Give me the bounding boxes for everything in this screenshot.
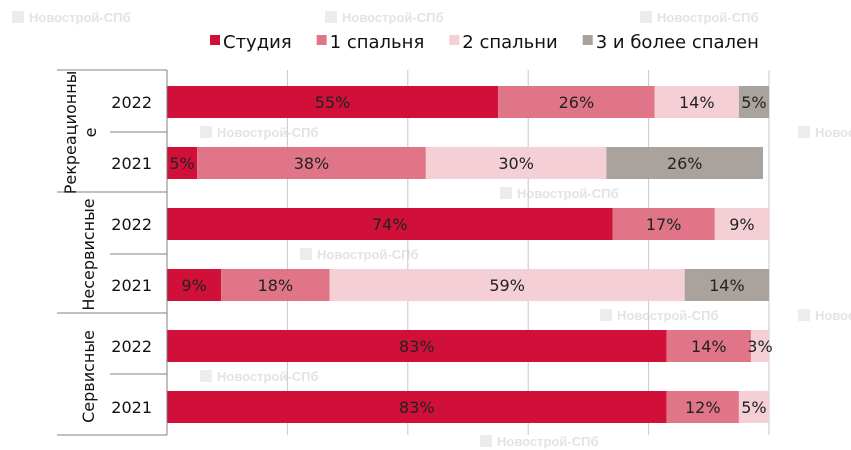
watermark-logo: Новострой-СПб xyxy=(480,434,598,449)
bar-segment xyxy=(498,86,655,118)
watermark-logo: Новострой-СПб xyxy=(12,10,130,25)
bar-segment xyxy=(654,86,739,118)
watermark-text: Новострой-СПб xyxy=(342,10,443,25)
year-label: 2021 xyxy=(111,398,152,417)
watermark-logo: Новострой-СПб xyxy=(600,308,718,323)
data-label: 14% xyxy=(709,276,745,295)
building-icon xyxy=(798,309,810,321)
watermark-logo: Новострой-СПб xyxy=(300,247,418,262)
watermark-text: Новострой-СПб xyxy=(497,434,598,449)
bar-segment xyxy=(666,391,739,423)
watermark-text: Новострой-СПб xyxy=(517,186,618,201)
bar-segment xyxy=(167,208,613,240)
bar-segment xyxy=(221,269,330,301)
watermark-text: Новострой-СПб xyxy=(217,125,318,140)
watermark-text: Новострой-СПб xyxy=(617,308,718,323)
building-icon xyxy=(600,309,612,321)
year-label: 2021 xyxy=(111,154,152,173)
watermark-text: Новострой-СПб xyxy=(29,10,130,25)
bar-segment xyxy=(197,147,426,179)
building-icon xyxy=(300,248,312,260)
group-label: е xyxy=(81,128,100,138)
data-label: 17% xyxy=(646,215,682,234)
year-label: 2021 xyxy=(111,276,152,295)
bar-segment xyxy=(329,269,685,301)
bar-segment xyxy=(167,330,667,362)
bar-segment xyxy=(612,208,715,240)
data-label: 14% xyxy=(691,337,727,356)
building-icon xyxy=(500,187,512,199)
bar-segment xyxy=(750,330,769,362)
watermark-text: Новострой-СПб xyxy=(815,125,851,140)
bar-segment xyxy=(684,269,769,301)
bar-segment xyxy=(738,86,769,118)
group-label: Несервисные xyxy=(79,198,98,310)
year-label: 2022 xyxy=(111,337,152,356)
legend-swatch xyxy=(210,35,220,45)
legend-label: Студия xyxy=(223,32,292,53)
watermark-text: Новострой-СПб xyxy=(317,247,418,262)
bar-segment xyxy=(666,330,751,362)
watermark-logo: Новострой-СПб xyxy=(200,125,318,140)
data-label: 5% xyxy=(741,398,766,417)
watermark-text: Новострой-СПб xyxy=(657,10,758,25)
data-label: 9% xyxy=(181,276,206,295)
bar-segment xyxy=(606,147,763,179)
watermark-text: Новострой-СПб xyxy=(815,308,851,323)
building-icon xyxy=(480,435,492,447)
building-icon xyxy=(12,11,24,23)
watermark-logo: Новострой-СПб xyxy=(500,186,618,201)
bar-segment xyxy=(167,86,499,118)
data-label: 5% xyxy=(741,93,766,112)
data-label: 14% xyxy=(679,93,715,112)
legend-label: 3 и более спален xyxy=(596,32,759,53)
bar-segment xyxy=(425,147,607,179)
data-label: 83% xyxy=(399,398,435,417)
data-label: 18% xyxy=(258,276,294,295)
year-label: 2022 xyxy=(111,215,152,234)
legend-label: 2 спальни xyxy=(462,32,557,53)
bar-segment xyxy=(714,208,769,240)
bar-segment xyxy=(167,147,198,179)
bar-segment xyxy=(738,391,769,423)
data-label: 3% xyxy=(747,337,772,356)
watermark-logo: Новострой-СПб xyxy=(798,308,851,323)
watermark-logo: Новострой-СПб xyxy=(325,10,443,25)
bar-segment xyxy=(167,391,667,423)
data-label: 74% xyxy=(372,215,408,234)
legend-label: 1 спальня xyxy=(330,32,425,53)
data-label: 9% xyxy=(729,215,754,234)
watermark-logo: Новострой-СПб xyxy=(640,10,758,25)
data-label: 5% xyxy=(169,154,194,173)
data-label: 26% xyxy=(667,154,703,173)
bar-segment xyxy=(167,269,222,301)
data-label: 26% xyxy=(559,93,595,112)
legend-swatch xyxy=(582,35,593,45)
building-icon xyxy=(200,126,212,138)
data-label: 30% xyxy=(498,154,534,173)
building-icon xyxy=(200,370,212,382)
year-label: 2022 xyxy=(111,93,152,112)
building-icon xyxy=(798,126,810,138)
group-label: Рекреационны xyxy=(61,71,80,195)
group-label: Сервисные xyxy=(79,330,98,423)
legend-swatch xyxy=(449,35,460,45)
data-label: 83% xyxy=(399,337,435,356)
data-label: 59% xyxy=(489,276,525,295)
legend-swatch xyxy=(316,35,327,45)
watermark-logo: Новострой-СПб xyxy=(798,125,851,140)
building-icon xyxy=(640,11,652,23)
data-label: 38% xyxy=(294,154,330,173)
watermark-logo: Новострой-СПб xyxy=(200,369,318,384)
building-icon xyxy=(325,11,337,23)
data-label: 12% xyxy=(685,398,721,417)
watermark-text: Новострой-СПб xyxy=(217,369,318,384)
data-label: 55% xyxy=(315,93,351,112)
